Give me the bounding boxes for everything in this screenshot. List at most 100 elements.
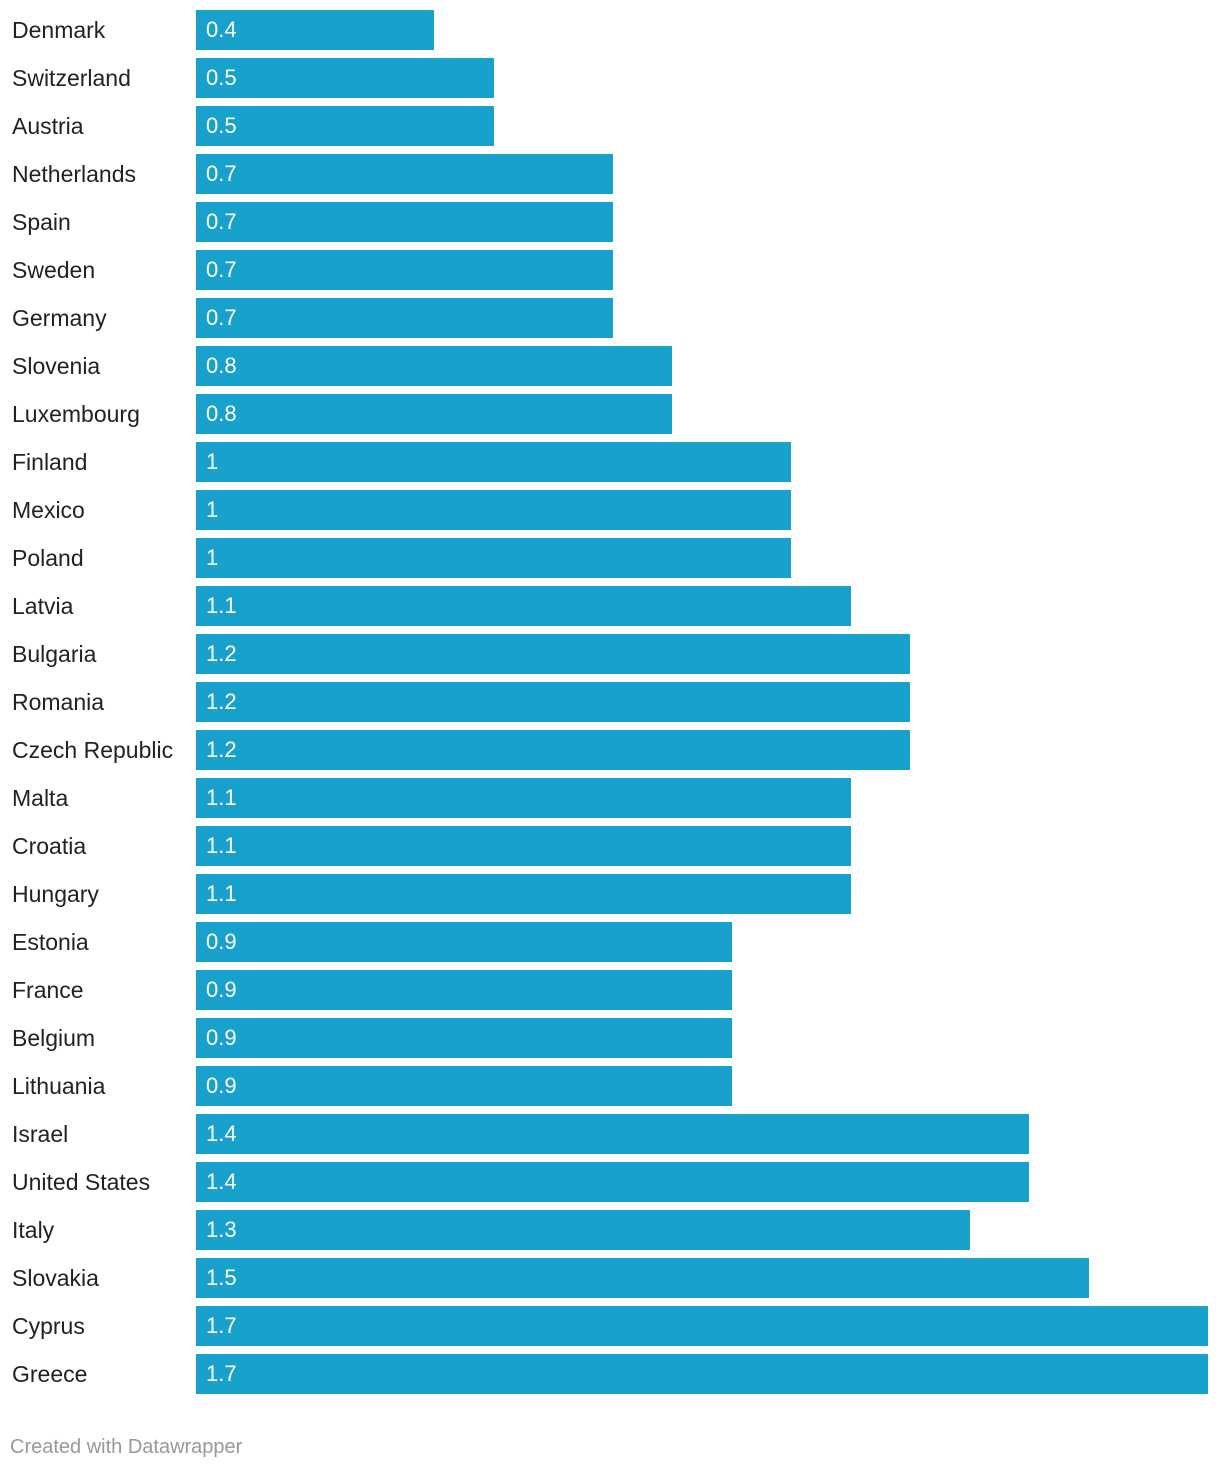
value-label: 0.9 bbox=[206, 977, 237, 1002]
bar bbox=[196, 1258, 1089, 1298]
category-label: Spain bbox=[12, 209, 71, 235]
value-label: 0.9 bbox=[206, 929, 237, 954]
bar bbox=[196, 490, 791, 530]
category-label: Slovakia bbox=[12, 1265, 99, 1291]
bar-row: Cyprus 1.7 bbox=[0, 1306, 1220, 1346]
category-label: Denmark bbox=[12, 17, 106, 43]
bar bbox=[196, 922, 732, 962]
bar bbox=[196, 250, 613, 290]
bar bbox=[196, 1162, 1029, 1202]
value-label: 1.7 bbox=[206, 1313, 237, 1338]
bar bbox=[196, 970, 732, 1010]
category-label: Finland bbox=[12, 449, 88, 475]
bar bbox=[196, 874, 851, 914]
bar-row: Estonia 0.9 bbox=[0, 922, 1220, 962]
bar-row: Malta 1.1 bbox=[0, 778, 1220, 818]
category-label: Latvia bbox=[12, 593, 74, 619]
bar-row: Italy 1.3 bbox=[0, 1210, 1220, 1250]
bar bbox=[196, 778, 851, 818]
bar bbox=[196, 730, 910, 770]
footer-credit: Created with Datawrapper bbox=[10, 1436, 243, 1458]
bar-row: France 0.9 bbox=[0, 970, 1220, 1010]
bar bbox=[196, 346, 672, 386]
value-label: 1.1 bbox=[206, 785, 237, 810]
value-label: 1.1 bbox=[206, 881, 237, 906]
category-label: Malta bbox=[12, 785, 69, 811]
category-label: Netherlands bbox=[12, 161, 137, 187]
bar-row: Poland 1 bbox=[0, 538, 1220, 578]
value-label: 0.9 bbox=[206, 1073, 237, 1098]
bar bbox=[196, 826, 851, 866]
value-label: 1.2 bbox=[206, 689, 237, 714]
bar-row: Finland 1 bbox=[0, 442, 1220, 482]
value-label: 1.1 bbox=[206, 833, 237, 858]
bar bbox=[196, 202, 613, 242]
category-label: Slovenia bbox=[12, 353, 101, 379]
bar-row: United States 1.4 bbox=[0, 1162, 1220, 1202]
bar-row: Bulgaria 1.2 bbox=[0, 634, 1220, 674]
category-label: Hungary bbox=[12, 881, 99, 907]
value-label: 0.8 bbox=[206, 401, 237, 426]
category-label: France bbox=[12, 977, 84, 1003]
bar-row: Slovakia 1.5 bbox=[0, 1258, 1220, 1298]
bar-row: Netherlands 0.7 bbox=[0, 154, 1220, 194]
bar-row: Switzerland 0.5 bbox=[0, 58, 1220, 98]
bar-row: Sweden 0.7 bbox=[0, 250, 1220, 290]
category-label: Cyprus bbox=[12, 1313, 85, 1339]
value-label: 1.2 bbox=[206, 641, 237, 666]
value-label: 0.8 bbox=[206, 353, 237, 378]
value-label: 0.7 bbox=[206, 305, 237, 330]
category-label: Lithuania bbox=[12, 1073, 106, 1099]
category-label: Germany bbox=[12, 305, 107, 331]
bar-row: Romania 1.2 bbox=[0, 682, 1220, 722]
value-label: 1.5 bbox=[206, 1265, 237, 1290]
category-label: Switzerland bbox=[12, 65, 131, 91]
bar bbox=[196, 1066, 732, 1106]
category-label: Sweden bbox=[12, 257, 96, 283]
bar bbox=[196, 58, 494, 98]
bar-row: Latvia 1.1 bbox=[0, 586, 1220, 626]
bar bbox=[196, 1306, 1208, 1346]
value-label: 1.4 bbox=[206, 1121, 237, 1146]
value-label: 0.7 bbox=[206, 161, 237, 186]
bar bbox=[196, 394, 672, 434]
category-label: Estonia bbox=[12, 929, 89, 955]
value-label: 1.2 bbox=[206, 737, 237, 762]
bar bbox=[196, 1354, 1208, 1394]
bar-row: Czech Republic 1.2 bbox=[0, 730, 1220, 770]
bar-row: Spain 0.7 bbox=[0, 202, 1220, 242]
value-label: 1 bbox=[206, 545, 219, 570]
bar bbox=[196, 442, 791, 482]
bar bbox=[196, 1018, 732, 1058]
bar-row: Lithuania 0.9 bbox=[0, 1066, 1220, 1106]
value-label: 1 bbox=[206, 449, 219, 474]
bar-row: Croatia 1.1 bbox=[0, 826, 1220, 866]
category-label: Poland bbox=[12, 545, 84, 571]
category-label: Greece bbox=[12, 1361, 88, 1387]
bar-row: Germany 0.7 bbox=[0, 298, 1220, 338]
bar-row: Austria 0.5 bbox=[0, 106, 1220, 146]
value-label: 0.7 bbox=[206, 257, 237, 282]
category-label: Romania bbox=[12, 689, 105, 715]
bar bbox=[196, 10, 434, 50]
bar bbox=[196, 106, 494, 146]
bar bbox=[196, 1210, 970, 1250]
bar-row: Belgium 0.9 bbox=[0, 1018, 1220, 1058]
category-label: Belgium bbox=[12, 1025, 96, 1051]
value-label: 1.7 bbox=[206, 1361, 237, 1386]
bar-row: Luxembourg 0.8 bbox=[0, 394, 1220, 434]
bar bbox=[196, 682, 910, 722]
bar-row: Slovenia 0.8 bbox=[0, 346, 1220, 386]
bar-row: Greece 1.7 bbox=[0, 1354, 1220, 1394]
value-label: 0.7 bbox=[206, 209, 237, 234]
value-label: 1.4 bbox=[206, 1169, 237, 1194]
bar-row: Mexico 1 bbox=[0, 490, 1220, 530]
bar bbox=[196, 1114, 1029, 1154]
value-label: 0.5 bbox=[206, 65, 237, 90]
value-label: 1.3 bbox=[206, 1217, 237, 1242]
category-label: Bulgaria bbox=[12, 641, 97, 667]
category-label: United States bbox=[12, 1169, 151, 1195]
value-label: 1 bbox=[206, 497, 219, 522]
bar-row: Denmark 0.4 bbox=[0, 10, 1220, 50]
category-label: Mexico bbox=[12, 497, 85, 523]
